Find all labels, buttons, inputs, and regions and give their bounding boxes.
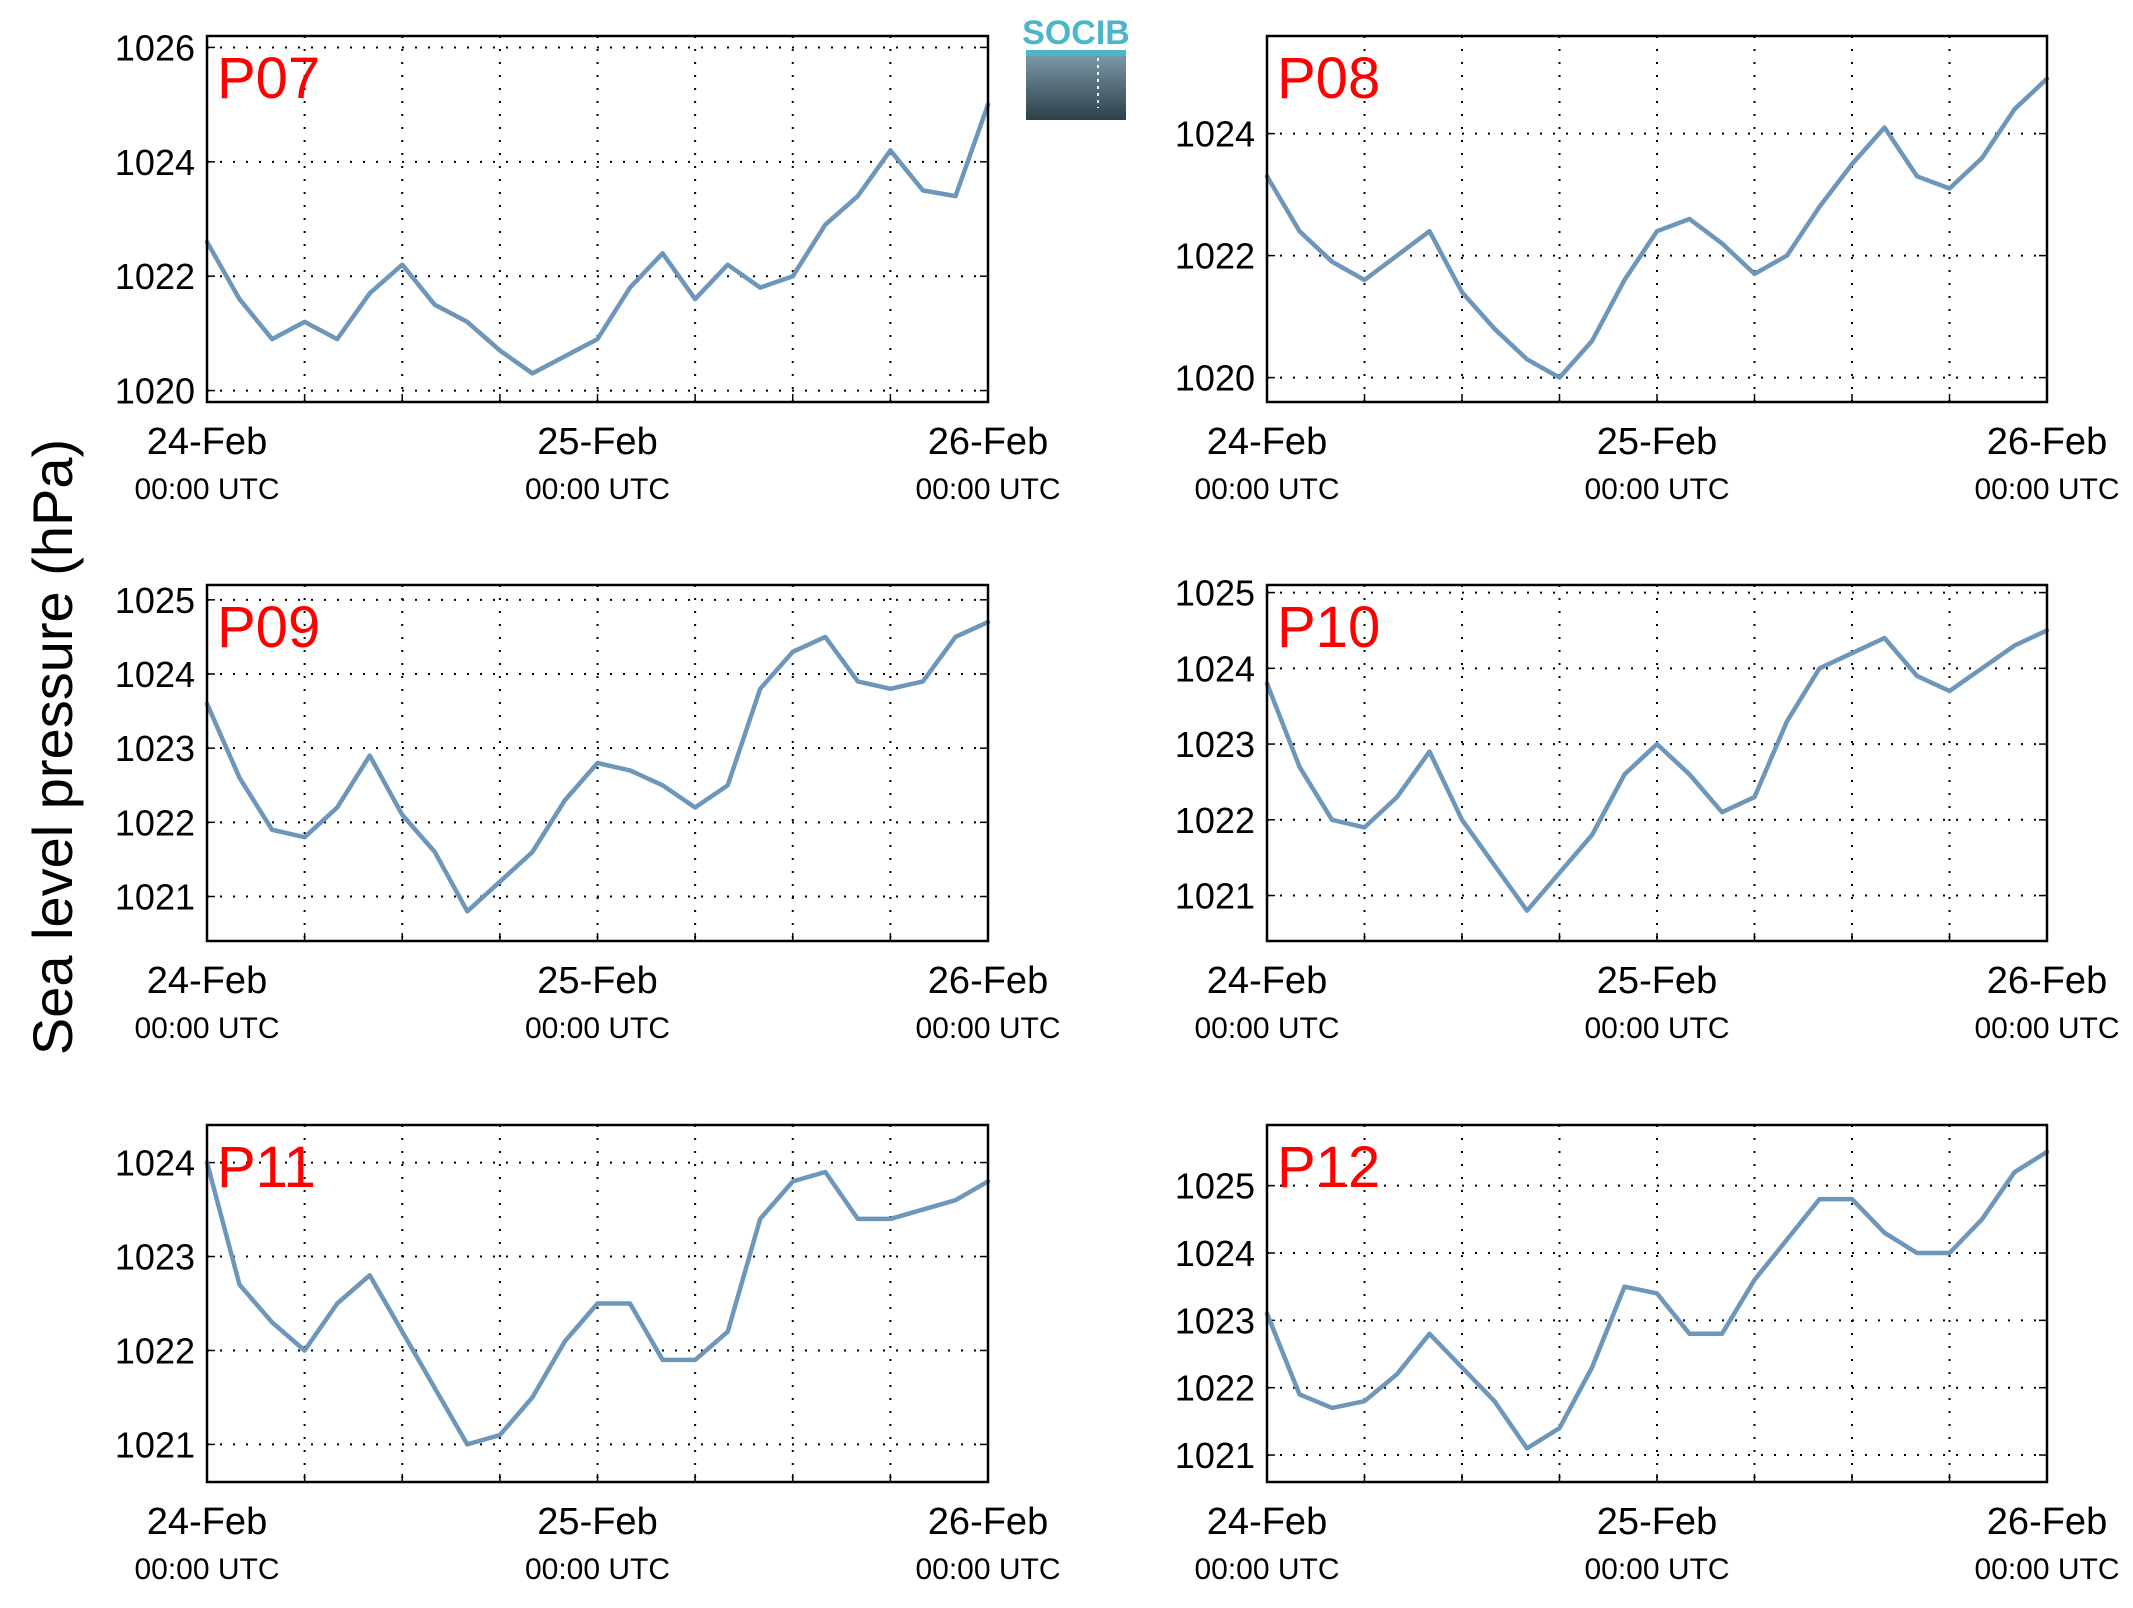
axes-box (205, 1123, 990, 1484)
x-tick-date: 26-Feb (928, 1501, 1048, 1543)
x-tick-date: 24-Feb (1207, 421, 1327, 463)
socib-logo-block (1026, 50, 1126, 120)
station-label: P12 (1277, 1135, 1380, 1200)
x-tick-time: 00:00 UTC (915, 1553, 1060, 1586)
x-tick-date: 24-Feb (1207, 960, 1327, 1002)
pressure-series-line (1264, 628, 2050, 913)
x-tick-time: 00:00 UTC (134, 1012, 279, 1045)
x-tick-time: 00:00 UTC (525, 1553, 670, 1586)
x-tick-time: 00:00 UTC (1584, 1012, 1729, 1045)
y-tick-label: 1025 (1175, 573, 1255, 614)
x-tick-date: 25-Feb (1597, 1501, 1717, 1543)
station-label: P08 (1277, 46, 1380, 111)
x-tick-date: 26-Feb (928, 960, 1048, 1002)
x-tick-time: 00:00 UTC (1194, 1012, 1339, 1045)
y-tick-label: 1024 (115, 654, 195, 695)
panel-p12: 1021 1022 1023 1024 1025 24-Feb 00:00 UTC 25-Fe… (1175, 1123, 2120, 1586)
axes-box (1265, 583, 2049, 943)
y-tick-label: 1024 (1175, 1233, 1255, 1274)
x-tick-time: 00:00 UTC (1584, 1553, 1729, 1586)
y-tick-label: 1021 (115, 1424, 195, 1465)
pressure-series-line (204, 619, 991, 914)
x-tick-date: 24-Feb (147, 421, 267, 463)
socib-logo-band (1026, 50, 1126, 56)
station-label: P07 (217, 46, 320, 111)
x-tick-time: 00:00 UTC (134, 473, 279, 506)
pressure-series-line (204, 102, 991, 376)
y-tick-label: 1021 (115, 877, 195, 918)
x-tick-date: 25-Feb (537, 421, 657, 463)
x-tick-time: 00:00 UTC (525, 473, 670, 506)
axes-box (205, 583, 990, 943)
x-tick-date: 24-Feb (147, 1501, 267, 1543)
axes-box (1265, 34, 2049, 404)
y-tick-label: 1022 (115, 802, 195, 843)
x-tick-date: 25-Feb (1597, 960, 1717, 1002)
pressure-series-line (1264, 1149, 2050, 1451)
y-tick-label: 1021 (1175, 1435, 1255, 1476)
x-tick-time: 00:00 UTC (1194, 473, 1339, 506)
y-tick-label: 1022 (115, 1330, 195, 1371)
x-tick-time: 00:00 UTC (1194, 1553, 1339, 1586)
panel-p09: 1021 1022 1023 1024 1025 24-Feb 00:00 UTC 25-Fe… (115, 580, 1061, 1045)
y-tick-label: 1024 (115, 142, 195, 183)
y-tick-label: 1025 (115, 580, 195, 621)
station-label: P09 (217, 595, 320, 660)
y-tick-label: 1021 (1175, 876, 1255, 917)
panel-p08: 1020 1022 1024 24-Feb 00:00 UTC 25-Feb 00:00 U… (1175, 34, 2120, 506)
x-tick-date: 25-Feb (537, 960, 657, 1002)
axes-box (1265, 1123, 2049, 1484)
pressure-series-line (1264, 76, 2050, 380)
x-tick-time: 00:00 UTC (1974, 1012, 2119, 1045)
x-tick-date: 26-Feb (928, 421, 1048, 463)
x-tick-date: 25-Feb (1597, 421, 1717, 463)
y-tick-label: 1023 (115, 728, 195, 769)
y-tick-label: 1022 (1175, 236, 1255, 277)
y-tick-label: 1023 (1175, 1300, 1255, 1341)
x-tick-date: 24-Feb (1207, 1501, 1327, 1543)
x-tick-date: 26-Feb (1987, 421, 2107, 463)
figure-ylabel: Sea level pressure (hPa) (21, 439, 84, 1055)
y-tick-label: 1024 (115, 1143, 195, 1184)
panel-p10: 1021 1022 1023 1024 1025 24-Feb 00:00 UTC 25-Fe… (1175, 573, 2120, 1045)
x-tick-time: 00:00 UTC (915, 1012, 1060, 1045)
station-label: P10 (1277, 595, 1380, 660)
x-tick-date: 24-Feb (147, 960, 267, 1002)
x-tick-time: 00:00 UTC (1974, 473, 2119, 506)
y-tick-label: 1026 (115, 27, 195, 68)
x-tick-date: 26-Feb (1987, 960, 2107, 1002)
panel-p11: 1021 1022 1023 1024 24-Feb 00:00 UTC 25-Feb 00:… (115, 1123, 1061, 1586)
axes-box (205, 34, 990, 404)
y-tick-label: 1023 (115, 1237, 195, 1278)
y-tick-label: 1022 (115, 256, 195, 297)
panel-p07: 1020 1022 1024 1026 24-Feb 00:00 UTC 25-Feb 00:… (115, 27, 1061, 506)
station-label: P11 (217, 1135, 316, 1200)
y-tick-label: 1025 (1175, 1166, 1255, 1207)
y-tick-label: 1022 (1175, 1368, 1255, 1409)
x-tick-date: 26-Feb (1987, 1501, 2107, 1543)
y-tick-label: 1020 (1175, 358, 1255, 399)
x-tick-time: 00:00 UTC (1584, 473, 1729, 506)
y-tick-label: 1024 (1175, 114, 1255, 155)
socib-logo: SOCIB (1022, 14, 1130, 120)
socib-logo-text: SOCIB (1022, 14, 1130, 52)
y-tick-label: 1023 (1175, 724, 1255, 765)
x-tick-time: 00:00 UTC (134, 1553, 279, 1586)
x-tick-date: 25-Feb (537, 1501, 657, 1543)
x-tick-time: 00:00 UTC (1974, 1553, 2119, 1586)
x-tick-time: 00:00 UTC (915, 473, 1060, 506)
y-tick-label: 1024 (1175, 648, 1255, 689)
x-tick-time: 00:00 UTC (525, 1012, 670, 1045)
panels-container: 1020 1022 1024 1026 24-Feb 00:00 UTC 25-Feb 00:… (115, 27, 2120, 1586)
y-tick-label: 1020 (115, 371, 195, 412)
y-tick-label: 1022 (1175, 800, 1255, 841)
